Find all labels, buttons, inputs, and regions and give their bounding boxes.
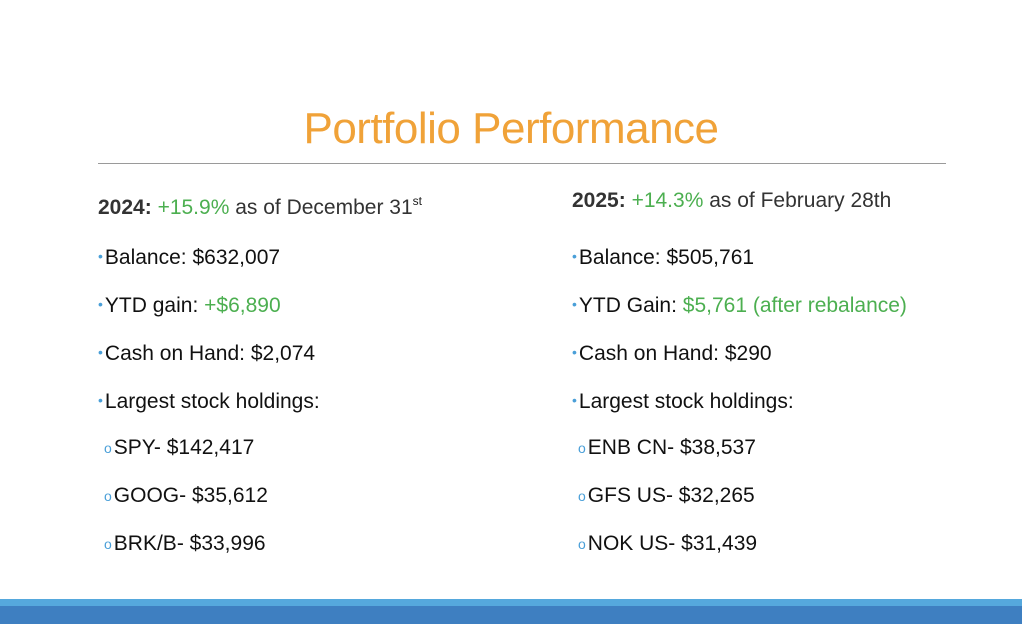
- column-2024: 2024: +15.9% as of December 31st •Balanc…: [98, 186, 422, 568]
- circle-bullet-icon: o: [104, 488, 112, 504]
- return-pct: +15.9%: [157, 196, 230, 219]
- ytd-label: YTD Gain:: [578, 294, 683, 317]
- heading-2024: 2024: +15.9% as of December 31st: [98, 186, 422, 219]
- holding-item: oGOOG- $35,612: [98, 472, 422, 520]
- heading-2025: 2025: +14.3% as of February 28th: [572, 186, 907, 216]
- holding-text: NOK US- $31,439: [587, 532, 758, 555]
- balance-label: Balance:: [104, 246, 193, 269]
- ytd-value: $5,761 (after rebalance): [682, 294, 907, 317]
- largest-holdings-item: •Largest stock holdings:: [98, 376, 422, 424]
- cash-text: Cash on Hand: $290: [578, 342, 772, 365]
- holding-text: GFS US- $32,265: [587, 484, 755, 507]
- balance-value: $632,007: [192, 246, 281, 269]
- year-label: 2025:: [572, 189, 626, 212]
- circle-bullet-icon: o: [578, 440, 586, 456]
- ytd-label: YTD gain:: [104, 294, 205, 317]
- as-of-date: as of February 28th: [709, 189, 892, 212]
- circle-bullet-icon: o: [578, 536, 586, 552]
- year-label: 2024:: [98, 196, 152, 219]
- return-pct: +14.3%: [631, 189, 704, 212]
- bullet-icon: •: [98, 392, 103, 408]
- circle-bullet-icon: o: [104, 536, 112, 552]
- cash-item: •Cash on Hand: $2,074: [98, 328, 422, 376]
- holding-item: oENB CN- $38,537: [572, 424, 907, 472]
- largest-holdings-item: •Largest stock holdings:: [572, 376, 907, 424]
- bullet-icon: •: [98, 296, 103, 312]
- ytd-item: •YTD Gain: $5,761 (after rebalance): [572, 280, 907, 328]
- bullet-icon: •: [98, 248, 103, 264]
- as-of-date: as of December 31: [235, 196, 413, 219]
- bullet-icon: •: [98, 344, 103, 360]
- holding-item: oNOK US- $31,439: [572, 520, 907, 568]
- ytd-item: •YTD gain: +$6,890: [98, 280, 422, 328]
- balance-item: •Balance: $632,007: [98, 232, 422, 280]
- holding-text: SPY- $142,417: [113, 436, 255, 459]
- holding-text: BRK/B- $33,996: [113, 532, 266, 555]
- column-2025: 2025: +14.3% as of February 28th •Balanc…: [572, 186, 907, 568]
- circle-bullet-icon: o: [104, 440, 112, 456]
- balance-value: $505,761: [666, 246, 755, 269]
- date-suffix: st: [412, 194, 422, 208]
- cash-item: •Cash on Hand: $290: [572, 328, 907, 376]
- ytd-value: +$6,890: [204, 294, 281, 317]
- bullet-icon: •: [572, 248, 577, 264]
- holding-item: oBRK/B- $33,996: [98, 520, 422, 568]
- footer-bar: [0, 606, 1022, 624]
- bullet-icon: •: [572, 296, 577, 312]
- largest-holdings-label: Largest stock holdings:: [104, 390, 320, 413]
- title-divider: [98, 163, 946, 164]
- holding-item: oSPY- $142,417: [98, 424, 422, 472]
- bullet-icon: •: [572, 344, 577, 360]
- cash-text: Cash on Hand: $2,074: [104, 342, 316, 365]
- bullet-icon: •: [572, 392, 577, 408]
- balance-item: •Balance: $505,761: [572, 232, 907, 280]
- largest-holdings-label: Largest stock holdings:: [578, 390, 794, 413]
- holding-item: oGFS US- $32,265: [572, 472, 907, 520]
- holding-text: ENB CN- $38,537: [587, 436, 756, 459]
- circle-bullet-icon: o: [578, 488, 586, 504]
- holding-text: GOOG- $35,612: [113, 484, 268, 507]
- footer-accent-bar: [0, 599, 1022, 606]
- slide-title: Portfolio Performance: [303, 104, 719, 153]
- balance-label: Balance:: [578, 246, 667, 269]
